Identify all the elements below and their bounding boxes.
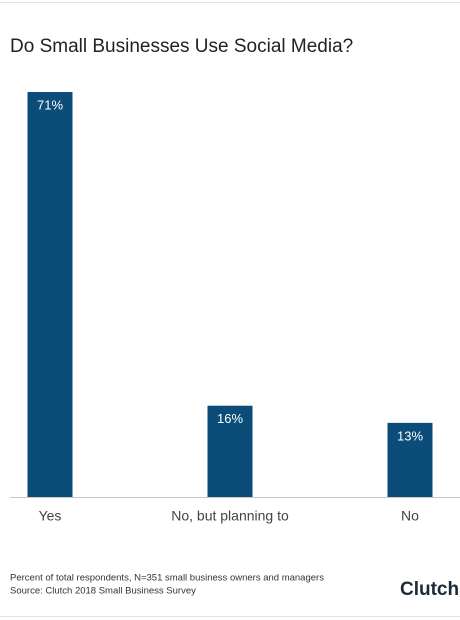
x-tick-label: No [401, 508, 419, 524]
source-note: Source: Clutch 2018 Small Business Surve… [10, 586, 196, 597]
chart-title: Do Small Businesses Use Social Media? [10, 36, 353, 57]
footnote: Percent of total respondents, N=351 smal… [10, 573, 324, 584]
brand-logo: Clutch [400, 579, 459, 600]
bar [207, 405, 253, 497]
value-label: 71% [37, 97, 63, 112]
value-label: 13% [397, 428, 423, 443]
bar [387, 422, 433, 497]
x-tick-label: Yes [39, 508, 62, 524]
bar [27, 92, 73, 497]
value-label: 16% [217, 411, 243, 426]
x-tick-label: No, but planning to [171, 508, 289, 524]
